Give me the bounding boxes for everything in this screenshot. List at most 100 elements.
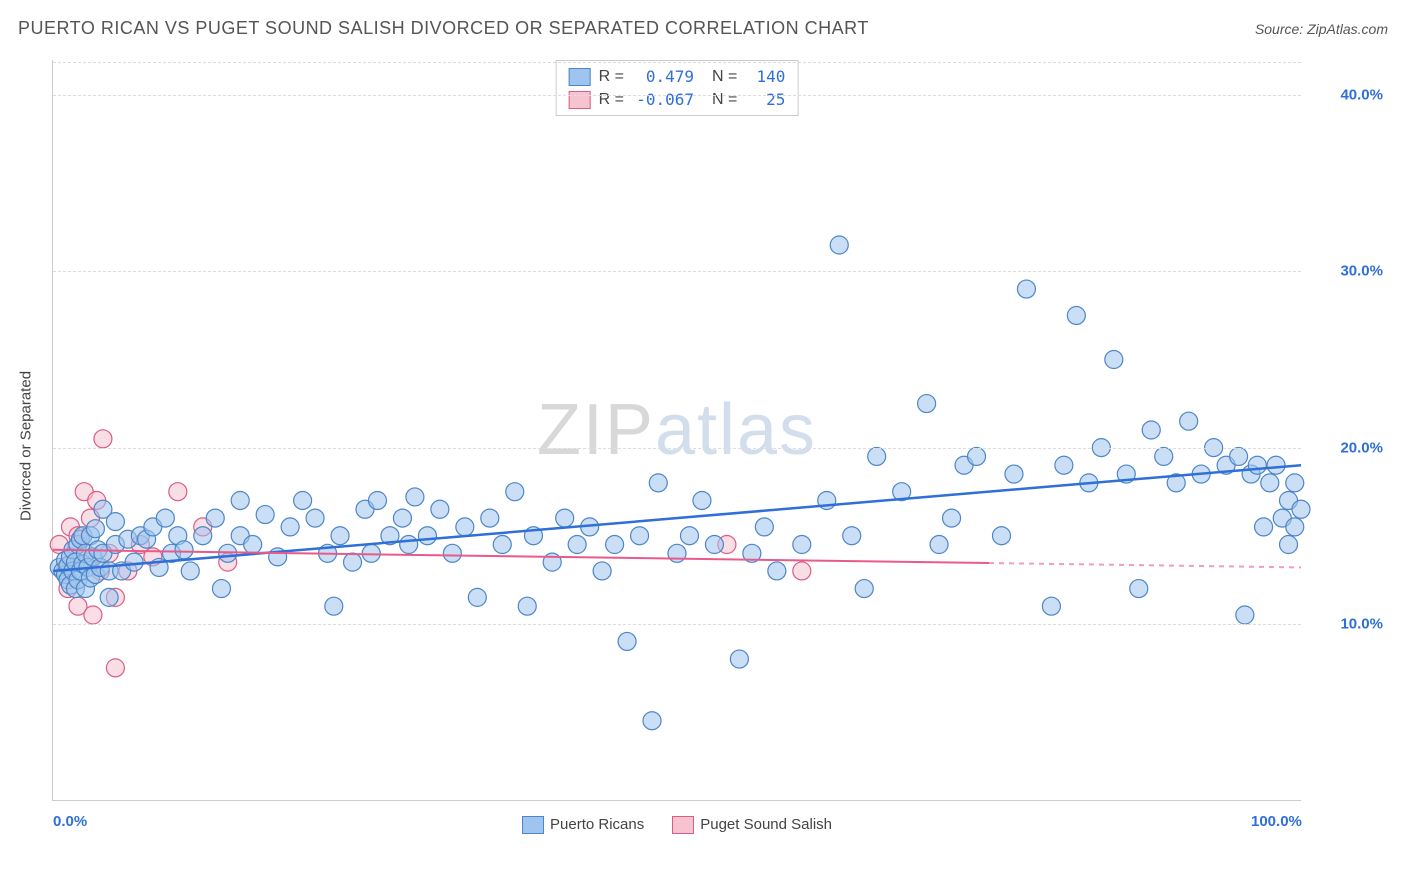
data-point [106,513,124,531]
data-point [693,491,711,509]
data-point [393,509,411,527]
data-point [456,518,474,536]
data-point [843,527,861,545]
data-point [1255,518,1273,536]
data-point [1067,306,1085,324]
data-point [1005,465,1023,483]
data-point [518,597,536,615]
data-point [493,536,511,554]
data-point [606,536,624,554]
data-point [649,474,667,492]
data-point [431,500,449,518]
r-value: -0.067 [632,90,694,109]
legend-label: Puget Sound Salish [700,816,832,833]
data-point [84,606,102,624]
gridline [53,271,1301,272]
y-axis-label: Divorced or Separated [18,371,35,521]
data-point [1142,421,1160,439]
n-label: N = [712,68,737,86]
r-label: R = [599,91,624,109]
data-point [194,527,212,545]
data-point [1236,606,1254,624]
plot-area: ZIPatlas R =0.479N =140R =-0.067N =25 Pu… [52,60,1301,801]
data-point [1292,500,1310,518]
legend-swatch [522,816,544,834]
data-point [593,562,611,580]
gridline [53,95,1301,96]
y-tick-label: 10.0% [1340,615,1383,632]
y-tick-label: 20.0% [1340,439,1383,456]
data-point [281,518,299,536]
data-point [400,536,418,554]
legend-item: Puget Sound Salish [672,816,832,834]
data-point [556,509,574,527]
n-value: 25 [745,90,785,109]
regression-line [53,550,989,563]
chart-title: PUERTO RICAN VS PUGET SOUND SALISH DIVOR… [18,18,869,39]
r-label: R = [599,68,624,86]
title-bar: PUERTO RICAN VS PUGET SOUND SALISH DIVOR… [18,18,1388,39]
correlation-legend: R =0.479N =140R =-0.067N =25 [556,60,799,116]
data-point [943,509,961,527]
data-point [1042,597,1060,615]
data-point [1017,280,1035,298]
data-point [206,509,224,527]
n-label: N = [712,91,737,109]
y-tick-label: 30.0% [1340,263,1383,280]
data-point [618,632,636,650]
data-point [1180,412,1198,430]
data-point [793,536,811,554]
data-point [1286,474,1304,492]
series-legend: Puerto Ricans Puget Sound Salish [522,816,832,834]
data-point [212,580,230,598]
data-point [1261,474,1279,492]
data-point [1286,518,1304,536]
data-point [1230,447,1248,465]
x-tick-label: 0.0% [53,813,87,830]
chart-svg [53,60,1301,800]
data-point [94,430,112,448]
data-point [125,553,143,571]
data-point [643,712,661,730]
legend-swatch [569,68,591,86]
data-point [406,488,424,506]
data-point [793,562,811,580]
data-point [1105,351,1123,369]
data-point [506,483,524,501]
data-point [481,509,499,527]
data-point [568,536,586,554]
data-point [368,491,386,509]
data-point [631,527,649,545]
data-point [418,527,436,545]
correlation-row: R =0.479N =140 [565,65,790,88]
data-point [768,562,786,580]
y-tick-label: 40.0% [1340,87,1383,104]
data-point [181,562,199,580]
data-point [730,650,748,668]
data-point [156,509,174,527]
data-point [231,491,249,509]
data-point [1248,456,1266,474]
legend-label: Puerto Ricans [550,816,644,833]
data-point [306,509,324,527]
correlation-row: R = -0.067 N = 25 [565,88,790,111]
data-point [169,483,187,501]
data-point [325,597,343,615]
data-point [755,518,773,536]
data-point [86,520,104,538]
gridline [53,624,1301,625]
data-point [918,395,936,413]
data-point [992,527,1010,545]
x-tick-label: 100.0% [1251,813,1302,830]
data-point [468,588,486,606]
regression-line-extrapolated [989,563,1301,567]
data-point [244,536,262,554]
data-point [930,536,948,554]
data-point [106,659,124,677]
data-point [1267,456,1285,474]
data-point [1130,580,1148,598]
gridline [53,448,1301,449]
data-point [855,580,873,598]
data-point [968,447,986,465]
n-value: 140 [745,67,785,86]
